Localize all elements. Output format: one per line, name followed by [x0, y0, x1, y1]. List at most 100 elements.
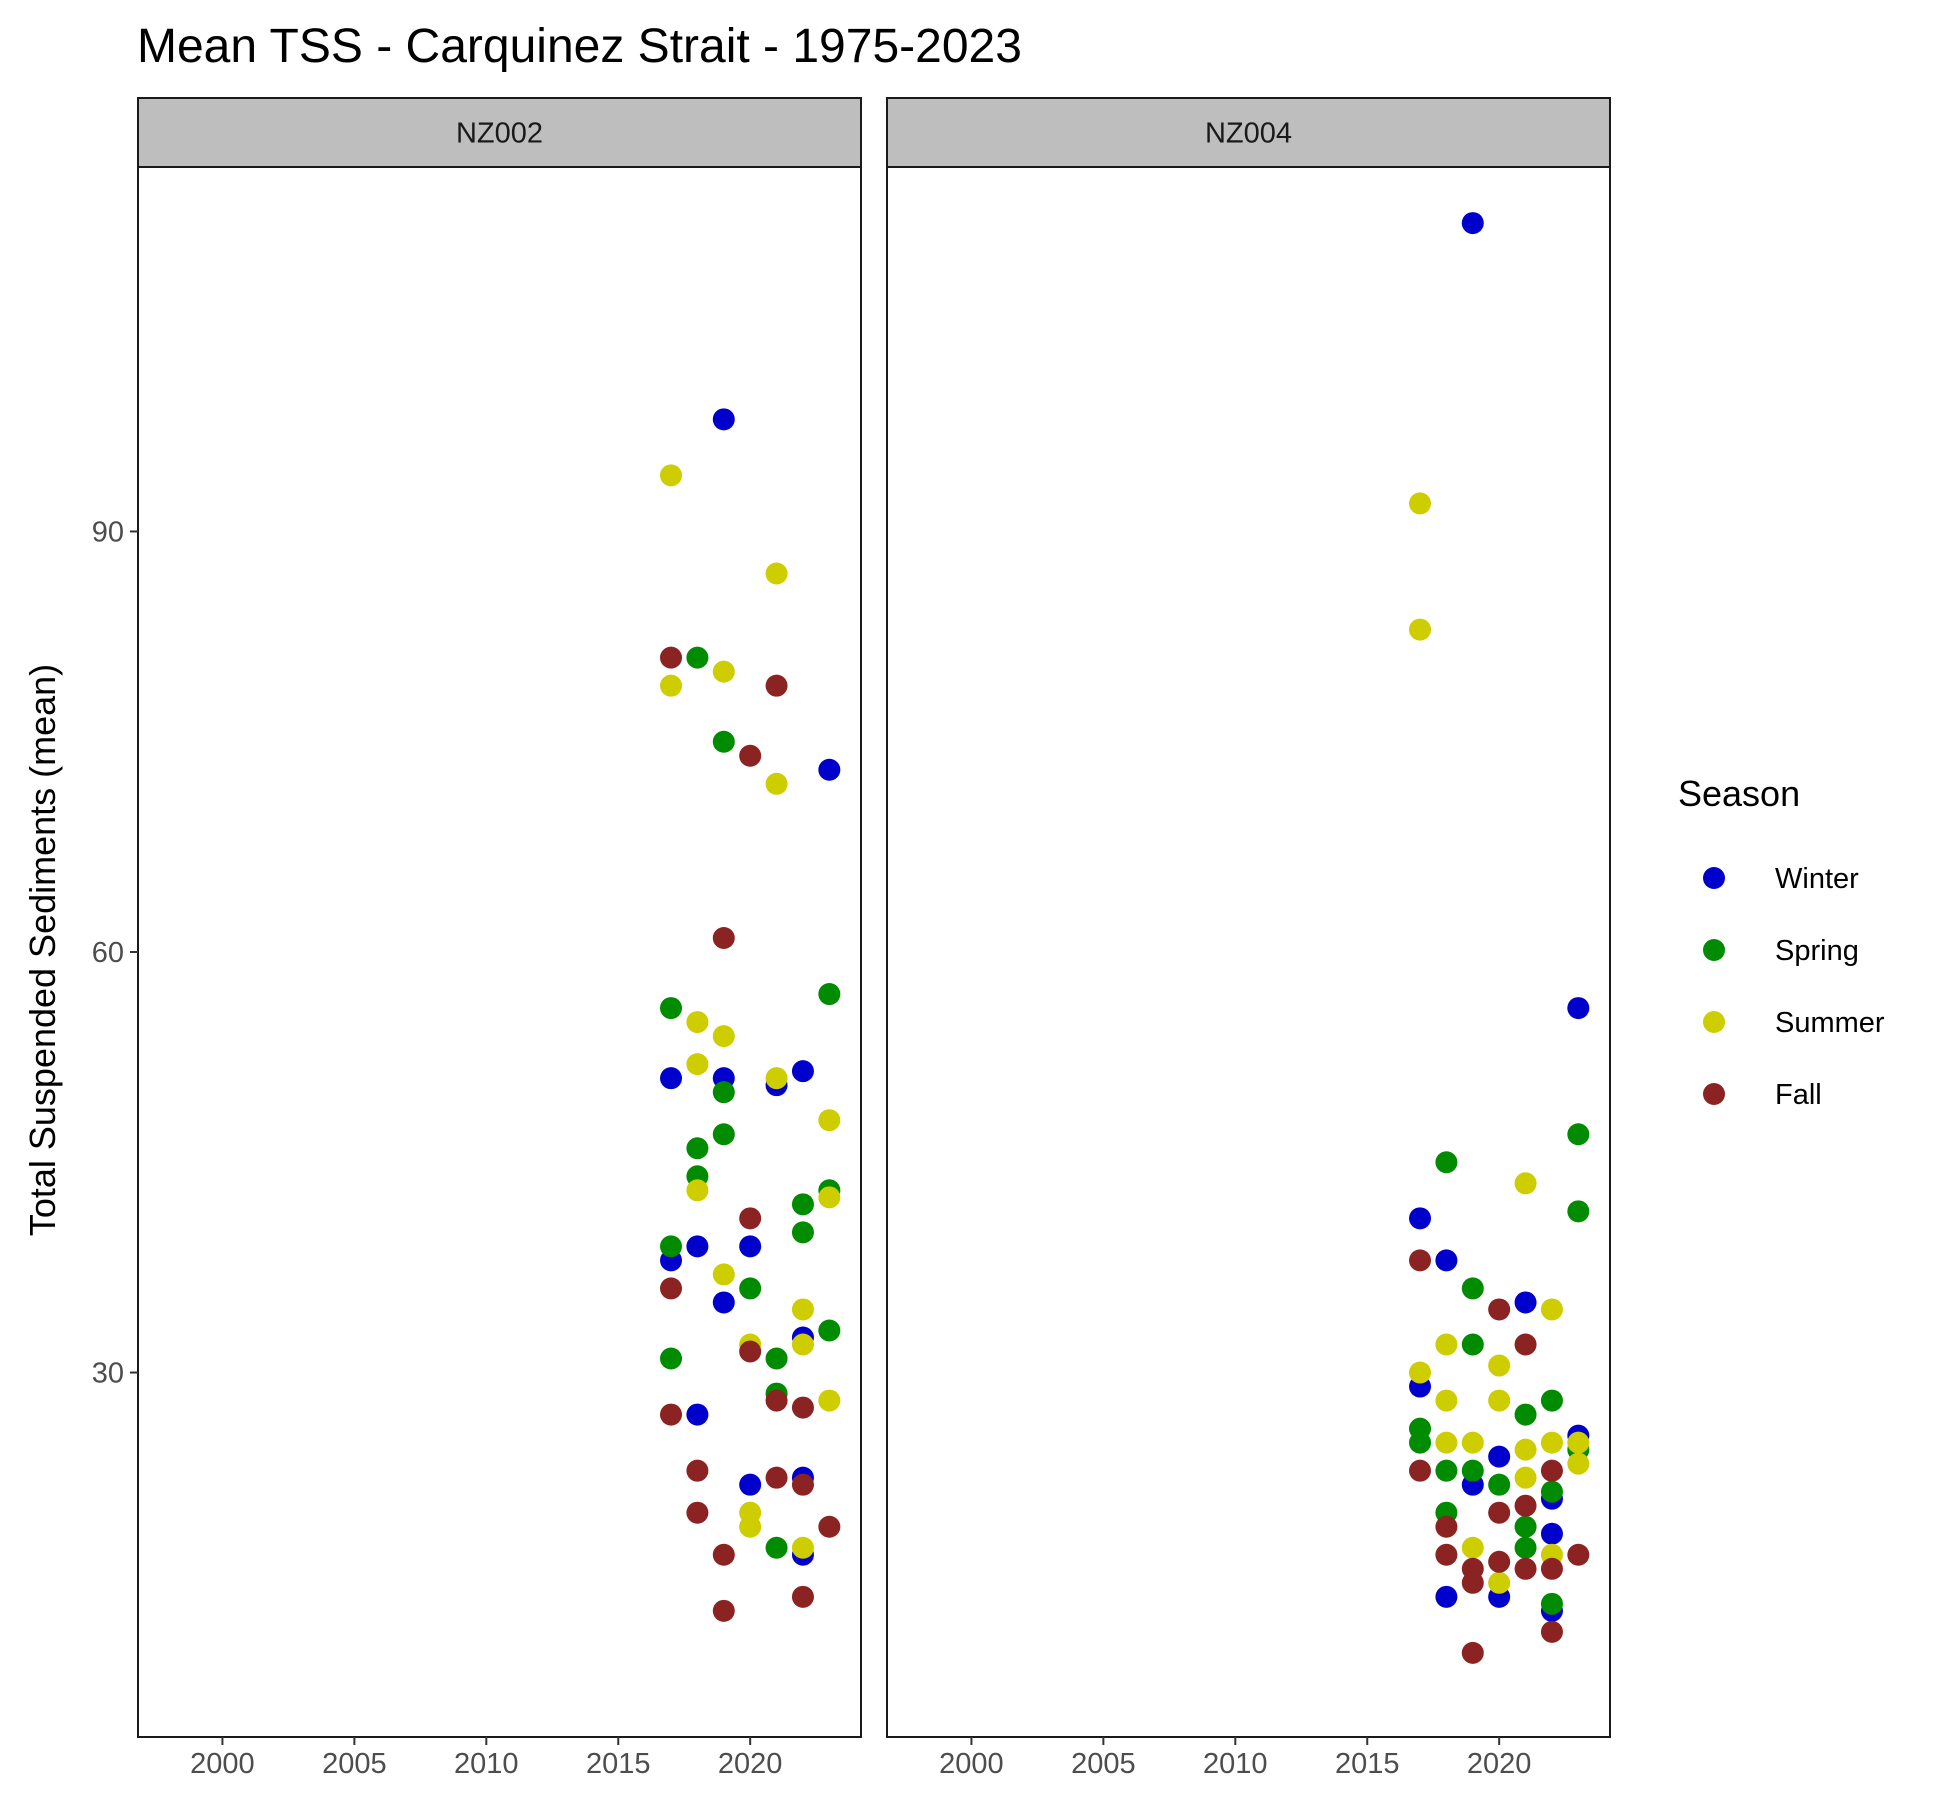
- data-point-spring: [765, 1347, 788, 1370]
- x-tick-label: 2000: [939, 1748, 1004, 1780]
- data-point-winter: [712, 408, 735, 431]
- legend-items: Winter Spring Summer Fall: [1703, 863, 1885, 1111]
- data-point-summer: [1409, 492, 1432, 515]
- data-point-fall: [1514, 1557, 1537, 1580]
- facet-strip-label: NZ002: [456, 118, 543, 150]
- data-point-fall: [1540, 1557, 1563, 1580]
- data-point-fall: [660, 646, 683, 669]
- data-point-summer: [791, 1333, 814, 1356]
- data-point-fall: [1540, 1459, 1563, 1482]
- data-point-spring: [818, 1319, 841, 1342]
- data-point-summer: [686, 1179, 709, 1202]
- data-point-spring: [1567, 1200, 1590, 1223]
- x-tick-label: 2005: [1071, 1748, 1136, 1780]
- data-point-spring: [712, 730, 735, 753]
- data-point-summer: [1540, 1431, 1563, 1454]
- data-point-spring: [1409, 1431, 1432, 1454]
- facet-panels: NZ002 2000 2005 2010 2015 2020 NZ004 2000 2005 20…: [137, 97, 1611, 1780]
- x-tick-label: 2020: [1467, 1748, 1532, 1780]
- data-point-summer: [660, 674, 683, 697]
- x-tick-label: 2000: [190, 1748, 255, 1780]
- data-point-winter: [1435, 1249, 1458, 1272]
- data-point-fall: [660, 1403, 683, 1426]
- data-point-spring: [712, 1081, 735, 1104]
- y-axis-label: Total Suspended Sediments (mean): [22, 664, 63, 1236]
- data-point-summer: [1488, 1389, 1511, 1412]
- data-point-winter: [739, 1235, 762, 1258]
- data-point-fall: [791, 1473, 814, 1496]
- data-point-spring: [1540, 1389, 1563, 1412]
- legend-key-winter: [1703, 867, 1725, 889]
- data-point-summer: [1435, 1431, 1458, 1454]
- chart-title: Mean TSS - Carquinez Strait - 1975-2023: [137, 20, 1022, 73]
- data-point-summer: [765, 562, 788, 585]
- data-point-spring: [1435, 1151, 1458, 1174]
- data-point-summer: [686, 1053, 709, 1076]
- data-point-spring: [791, 1193, 814, 1216]
- data-point-summer: [818, 1389, 841, 1412]
- data-point-fall: [1435, 1543, 1458, 1566]
- data-point-fall: [712, 1599, 735, 1622]
- data-point-fall: [712, 1543, 735, 1566]
- data-point-fall: [1488, 1501, 1511, 1524]
- data-point-spring: [712, 1123, 735, 1146]
- data-point-fall: [739, 1207, 762, 1230]
- data-point-winter: [686, 1403, 709, 1426]
- data-point-fall: [686, 1459, 709, 1482]
- data-point-fall: [739, 744, 762, 767]
- legend: Season Winter Spring Summer Fall: [1678, 773, 1885, 1111]
- data-point-spring: [818, 983, 841, 1006]
- data-point-fall: [1435, 1515, 1458, 1538]
- data-point-fall: [1409, 1249, 1432, 1272]
- data-point-summer: [1567, 1431, 1590, 1454]
- data-point-winter: [660, 1067, 683, 1090]
- legend-title: Season: [1678, 773, 1800, 814]
- data-point-fall: [1409, 1459, 1432, 1482]
- data-point-spring: [660, 1235, 683, 1258]
- data-point-winter: [686, 1235, 709, 1258]
- legend-key-spring: [1703, 939, 1725, 961]
- y-tick-label: 60: [92, 937, 124, 969]
- data-point-fall: [686, 1501, 709, 1524]
- data-point-fall: [765, 1389, 788, 1412]
- data-point-summer: [660, 464, 683, 487]
- data-point-spring: [1461, 1459, 1484, 1482]
- legend-key-summer: [1703, 1011, 1725, 1033]
- data-point-winter: [712, 1291, 735, 1314]
- data-point-spring: [1461, 1333, 1484, 1356]
- data-point-winter: [1461, 212, 1484, 235]
- panel-nz004: NZ004 2000 2005 2010 2015 2020: [886, 97, 1611, 1780]
- data-point-summer: [1461, 1536, 1484, 1559]
- data-point-fall: [1488, 1298, 1511, 1321]
- x-tick-label: 2020: [718, 1748, 783, 1780]
- data-point-fall: [1540, 1620, 1563, 1643]
- data-point-summer: [791, 1536, 814, 1559]
- data-point-summer: [1488, 1571, 1511, 1594]
- data-point-fall: [791, 1396, 814, 1419]
- data-point-winter: [791, 1060, 814, 1083]
- data-point-winter: [739, 1473, 762, 1496]
- data-point-summer: [1567, 1452, 1590, 1475]
- data-point-spring: [686, 1137, 709, 1160]
- y-tick-label: 90: [92, 516, 124, 548]
- data-point-summer: [1488, 1354, 1511, 1377]
- data-point-summer: [765, 772, 788, 795]
- data-point-fall: [791, 1585, 814, 1608]
- data-point-spring: [1488, 1473, 1511, 1496]
- data-point-summer: [1409, 618, 1432, 641]
- data-point-summer: [1514, 1466, 1537, 1489]
- facet-strip: [137, 97, 862, 168]
- legend-label-summer: Summer: [1775, 1007, 1885, 1039]
- data-point-winter: [1540, 1522, 1563, 1545]
- data-point-spring: [686, 646, 709, 669]
- data-point-fall: [818, 1515, 841, 1538]
- data-point-fall: [1488, 1550, 1511, 1573]
- data-point-summer: [1461, 1431, 1484, 1454]
- data-point-spring: [1540, 1592, 1563, 1615]
- data-point-spring: [660, 997, 683, 1020]
- data-point-summer: [686, 1011, 709, 1034]
- panel-border: [886, 166, 1611, 1738]
- data-point-spring: [791, 1221, 814, 1244]
- data-point-fall: [1514, 1333, 1537, 1356]
